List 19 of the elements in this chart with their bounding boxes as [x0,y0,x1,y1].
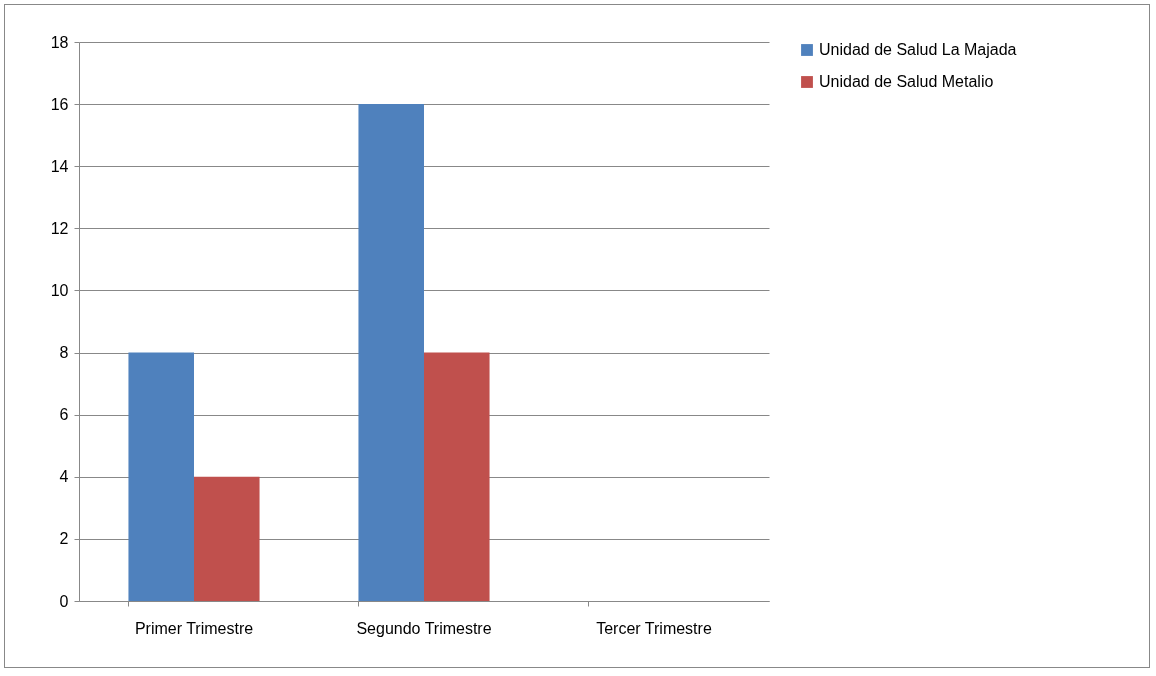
y-tick-label: 8 [59,344,69,362]
y-tick-label: 12 [50,219,69,237]
x-tick-label: Tercer Trimestre [596,619,712,637]
y-tick-label: 14 [50,157,69,175]
bar [128,352,194,601]
y-tick-label: 10 [50,281,69,299]
bar [194,476,260,601]
y-tick-label: 16 [50,95,69,113]
x-tick-label: Primer Trimestre [134,619,254,637]
y-tick-label: 6 [59,406,69,424]
y-tick-label: 0 [59,592,69,610]
y-tick-label: 18 [50,33,69,51]
bar [424,352,490,601]
legend-label: Unidad de Salud La Majada [819,41,1017,58]
bar [358,104,424,601]
y-tick-label: 2 [59,530,69,548]
x-tick-label: Segundo Trimestre [356,619,492,637]
legend-label: Unidad de Salud Metalio [819,73,994,90]
y-tick-label: 4 [59,468,69,486]
